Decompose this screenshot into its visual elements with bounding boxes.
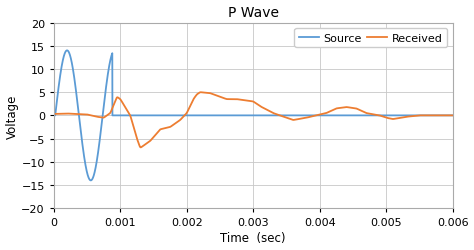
Source [146, 114, 152, 117]
Received [450, 114, 456, 117]
Legend: Source, Received: Source, Received [294, 29, 447, 48]
Source [144, 114, 149, 117]
Received [144, 142, 149, 146]
Received [201, 92, 207, 95]
Source [230, 114, 236, 117]
Source [201, 114, 207, 117]
Source [51, 114, 57, 117]
Received [138, 146, 144, 149]
Title: P Wave: P Wave [228, 6, 279, 20]
Received [447, 114, 452, 117]
Received [198, 91, 203, 94]
Received [146, 141, 152, 144]
Received [148, 139, 154, 142]
Y-axis label: Voltage: Voltage [6, 94, 18, 138]
Source [447, 114, 452, 117]
Received [230, 98, 236, 101]
Source [450, 114, 456, 117]
Source [88, 179, 94, 182]
Line: Source: Source [54, 51, 453, 181]
Line: Received: Received [54, 93, 453, 148]
X-axis label: Time  (sec): Time (sec) [220, 232, 286, 244]
Source [64, 50, 70, 53]
Source [148, 114, 154, 117]
Received [51, 113, 57, 116]
